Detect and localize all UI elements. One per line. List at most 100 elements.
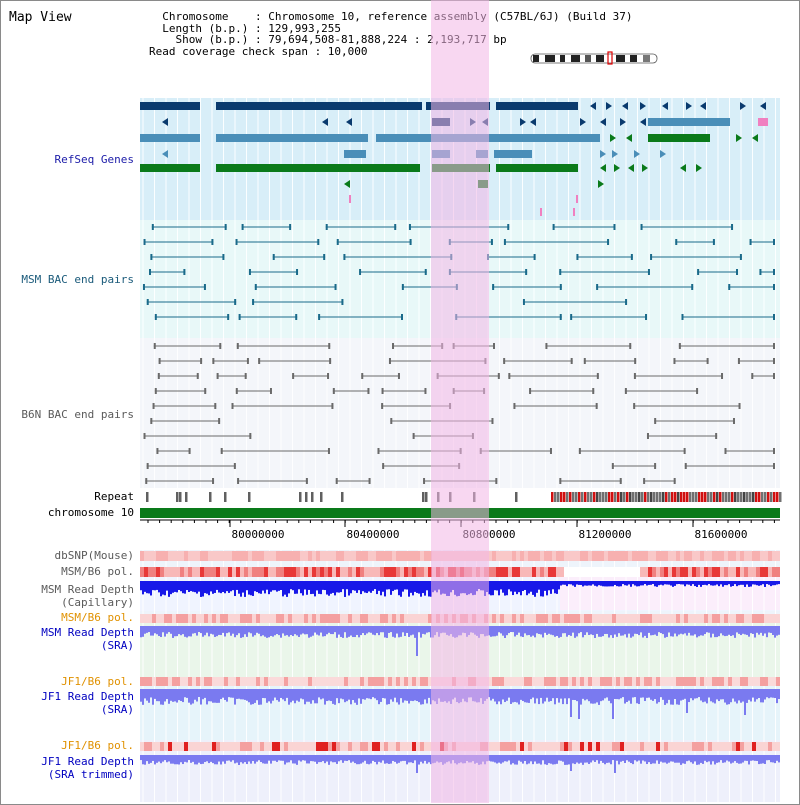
depth-bar xyxy=(416,581,418,586)
depth-bar xyxy=(660,689,662,698)
depth-tracks[interactable] xyxy=(140,581,780,773)
heat-cell xyxy=(496,677,500,686)
heat-cell xyxy=(756,567,760,577)
depth-bar xyxy=(304,626,306,635)
gene-block xyxy=(648,134,710,142)
depth-bar xyxy=(508,581,510,590)
depth-bar xyxy=(590,626,592,635)
heat-cell xyxy=(624,742,628,751)
depth-bar xyxy=(586,689,588,700)
heat-cell xyxy=(160,614,164,623)
heat-cell xyxy=(584,551,588,561)
depth-bar xyxy=(384,689,386,699)
gene-arrow xyxy=(740,102,746,110)
repeat-block xyxy=(422,492,425,502)
depth-bar xyxy=(146,755,148,762)
heat-cell xyxy=(332,614,336,623)
depth-bar xyxy=(356,581,358,585)
heat-cell xyxy=(620,551,624,561)
depth-bar xyxy=(424,626,426,635)
heat-cell xyxy=(772,551,776,561)
chromosome-ideogram[interactable] xyxy=(530,51,658,65)
depth-bar xyxy=(348,581,350,586)
depth-bar xyxy=(416,689,418,701)
depth-bar xyxy=(336,581,338,593)
axis-tick-label: 81200000 xyxy=(579,528,632,541)
depth-bar xyxy=(412,626,414,635)
heat-cell xyxy=(368,742,372,751)
depth-bar xyxy=(204,689,206,698)
bac-end xyxy=(248,269,251,275)
depth-bar xyxy=(762,755,764,764)
heat-cell xyxy=(744,614,748,623)
heat-cell xyxy=(568,677,572,686)
depth-bar xyxy=(242,755,244,764)
depth-bar xyxy=(292,581,294,585)
depth-bar xyxy=(284,689,286,702)
bac-end xyxy=(381,403,384,409)
heat-cell xyxy=(204,742,208,751)
heat-cell xyxy=(592,614,596,623)
depth-bar xyxy=(428,755,430,763)
heat-cell xyxy=(188,551,192,561)
highlight-region[interactable] xyxy=(431,0,489,803)
bac-end xyxy=(158,358,161,364)
depth-bar xyxy=(328,689,330,701)
heat-cell xyxy=(184,677,188,686)
depth-bar xyxy=(632,626,634,637)
bac-end xyxy=(490,239,493,245)
depth-bar xyxy=(568,626,570,636)
heat-cell xyxy=(376,567,380,577)
depth-bar xyxy=(668,581,670,585)
depth-bar xyxy=(738,581,740,586)
depth-bar xyxy=(398,626,400,638)
bac-end xyxy=(513,403,516,409)
depth-bar xyxy=(160,581,162,597)
depth-bar xyxy=(426,581,428,586)
heat-cell xyxy=(600,742,604,751)
depth-bar xyxy=(352,689,354,701)
depth-bar xyxy=(664,581,666,585)
depth-bar xyxy=(232,755,234,761)
heat-cell xyxy=(668,551,672,561)
depth-bar xyxy=(694,626,696,635)
depth-bar xyxy=(142,689,144,705)
depth-bar xyxy=(510,755,512,765)
depth-bar xyxy=(766,755,768,761)
repeat-block xyxy=(563,492,566,502)
heat-cell xyxy=(324,551,328,561)
depth-bar xyxy=(676,581,678,585)
depth-bar xyxy=(344,581,346,587)
heat-cell xyxy=(632,677,636,686)
bac-end xyxy=(559,284,562,290)
depth-bar xyxy=(252,626,254,637)
heat-cell xyxy=(200,742,204,751)
heat-cell xyxy=(356,567,360,577)
depth-bar xyxy=(682,626,684,635)
depth-bar xyxy=(328,626,330,633)
repeat-block xyxy=(614,492,617,502)
gene-arrow xyxy=(600,150,606,158)
depth-bar xyxy=(352,581,354,587)
depth-bar xyxy=(586,626,588,633)
repeat-track[interactable] xyxy=(146,492,782,502)
bac-end xyxy=(231,403,234,409)
depth-bar xyxy=(764,581,766,587)
depth-bar xyxy=(630,689,632,704)
depth-bar xyxy=(574,626,576,638)
depth-bar xyxy=(712,626,714,634)
depth-bar xyxy=(256,689,258,701)
depth-bar xyxy=(406,626,408,633)
depth-bar xyxy=(608,626,610,638)
gene-arrow xyxy=(660,150,666,158)
heat-cell xyxy=(240,742,244,751)
depth-bar xyxy=(548,626,550,634)
bac-end xyxy=(296,269,299,275)
depth-bar xyxy=(504,689,506,703)
bac-end xyxy=(390,418,393,424)
gene-arrow xyxy=(162,150,168,158)
repeat-block xyxy=(575,492,578,502)
depth-bar xyxy=(410,581,412,593)
heat-cell xyxy=(292,614,296,623)
